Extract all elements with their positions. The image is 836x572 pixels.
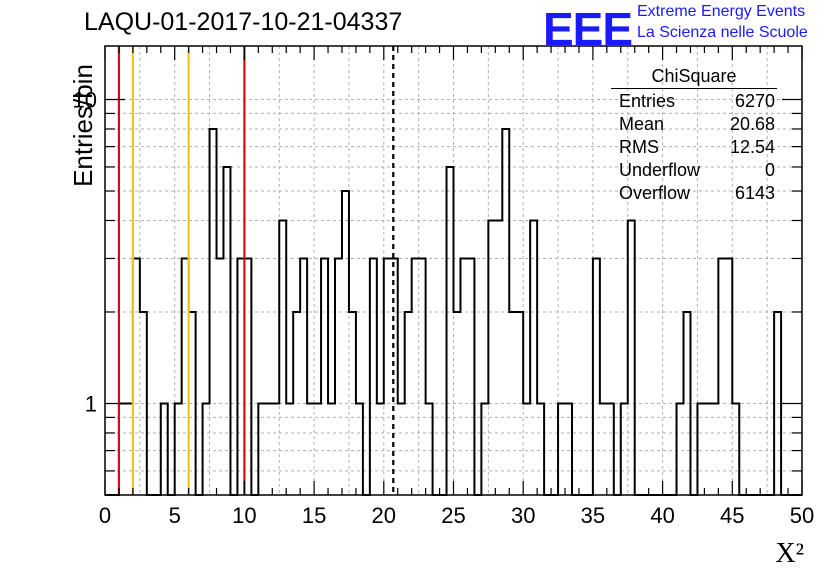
histogram-bin	[558, 403, 565, 495]
histogram-bin	[265, 403, 272, 495]
stats-value: 6270	[734, 91, 775, 111]
stats-row: Underflow 0	[611, 159, 777, 182]
histogram-bin	[537, 403, 544, 495]
histogram-bin	[203, 403, 210, 495]
histogram-bin	[621, 403, 628, 495]
stats-box: ChiSquare Entries 6270 Mean 20.68 RMS 12.54…	[611, 66, 777, 205]
stats-row: Overflow 6143	[611, 182, 777, 205]
histogram-bin	[384, 258, 391, 495]
histogram-bin	[684, 312, 691, 495]
x-tick-label: 35	[581, 503, 605, 528]
y-tick-label: 1	[85, 391, 97, 416]
histogram-bin	[349, 312, 356, 495]
histogram-bin	[516, 312, 523, 495]
histogram-bin	[447, 167, 454, 495]
histogram-bin	[412, 258, 419, 495]
stats-label: Overflow	[619, 183, 691, 203]
histogram-bin	[426, 403, 433, 495]
histogram-bin	[398, 403, 405, 495]
histogram-bin	[175, 403, 182, 495]
histogram-bin	[593, 258, 600, 495]
histogram-bin	[495, 220, 502, 495]
histogram-bin	[502, 129, 509, 495]
x-tick-label: 50	[790, 503, 814, 528]
histogram-bin	[258, 403, 265, 495]
stats-row: Entries 6270	[611, 90, 777, 113]
histogram-bin	[377, 403, 384, 495]
histogram-bin	[523, 403, 530, 495]
histogram-bin	[300, 258, 307, 495]
histogram-bin	[697, 403, 704, 495]
histogram-bin	[488, 220, 495, 495]
histogram-bin	[454, 312, 461, 495]
histogram-bin	[342, 191, 349, 495]
stats-value: 0	[764, 160, 775, 180]
x-axis-label: X²	[775, 538, 804, 569]
logo-line-2: La Scienza nelle Scuole	[637, 24, 808, 41]
histogram-bin	[405, 312, 412, 495]
stats-row: Mean 20.68	[611, 113, 777, 136]
histogram-bin	[774, 312, 781, 495]
x-tick-label: 20	[372, 503, 396, 528]
histogram-bin	[718, 258, 725, 495]
x-tick-label: 5	[169, 503, 181, 528]
x-tick-label: 40	[650, 503, 674, 528]
stats-value: 12.54	[729, 137, 775, 157]
histogram-bin	[223, 167, 230, 495]
histogram-bin	[704, 403, 711, 495]
histogram-bin	[467, 258, 474, 495]
histogram-bin	[419, 258, 426, 495]
histogram-bin	[600, 403, 607, 495]
y-tick-label: 10	[73, 88, 97, 113]
stats-label: Mean	[619, 114, 665, 134]
histogram-bin	[725, 258, 732, 495]
histogram-bin	[565, 403, 572, 495]
x-tick-label: 25	[441, 503, 465, 528]
histogram-bin	[335, 258, 342, 495]
histogram-bin	[460, 258, 467, 495]
histogram-bin	[217, 258, 224, 495]
histogram-bin	[210, 129, 217, 495]
histogram-bin	[711, 403, 718, 495]
x-tick-label: 30	[511, 503, 535, 528]
histogram-bin	[279, 220, 286, 495]
histogram-bin	[677, 403, 684, 495]
histogram-bin	[307, 403, 314, 495]
stats-value: 20.68	[729, 114, 775, 134]
logo-line-1: Extreme Energy Events	[637, 3, 806, 20]
histogram-bin	[481, 403, 488, 495]
histogram-bin	[328, 403, 335, 495]
y-axis-label: Entries/bin	[67, 64, 98, 187]
histogram-bin	[314, 403, 321, 495]
histogram-bin	[628, 220, 635, 495]
histogram-bin	[370, 258, 377, 495]
stats-value: 6143	[734, 183, 775, 203]
x-tick-label: 15	[302, 503, 326, 528]
stats-title: ChiSquare	[611, 66, 777, 89]
histogram-bin	[530, 220, 537, 495]
x-tick-label: 10	[232, 503, 256, 528]
histogram-bin	[356, 403, 363, 495]
histogram-bin	[161, 403, 168, 495]
x-tick-label: 45	[720, 503, 744, 528]
stats-row: RMS 12.54	[611, 136, 777, 159]
histogram-bin	[321, 258, 328, 495]
stats-label: RMS	[619, 137, 659, 157]
histogram-bin	[293, 312, 300, 495]
eee-logo-mark: EEE	[543, 3, 633, 55]
histogram-bin	[607, 403, 614, 495]
x-tick-label: 0	[99, 503, 111, 528]
chart-title: LAQU-01-2017-10-21-04337	[84, 8, 403, 36]
stats-label: Underflow	[619, 160, 701, 180]
histogram-bin	[140, 312, 147, 495]
histogram-bin	[286, 403, 293, 495]
histogram-bin	[509, 312, 516, 495]
histogram-bin	[272, 403, 279, 495]
stats-label: Entries	[619, 91, 676, 111]
histogram-bin	[732, 403, 739, 495]
